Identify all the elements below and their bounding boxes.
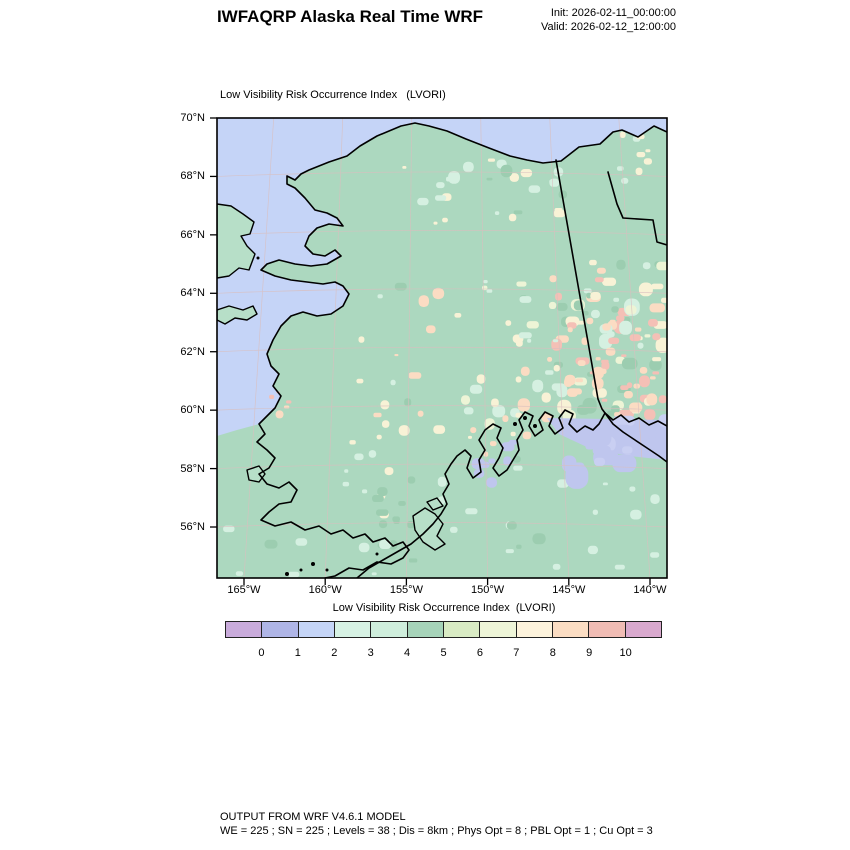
colorbar-cell [625, 622, 661, 637]
panhandle-coastline [604, 412, 667, 463]
colorbar-tick-label: 1 [294, 647, 301, 659]
yukon-nwt-border-line [607, 171, 667, 246]
st-lawrence-island [217, 305, 258, 325]
colorbar-title: Low Visibility Risk Occurrence Index (LV… [332, 602, 556, 614]
run-timestamps: Init: 2026-02-11_00:00:00 Valid: 2026-02-… [541, 7, 676, 34]
colorbar-cell [552, 622, 590, 637]
chukotka-coast [217, 203, 256, 279]
colorbar-cell [407, 622, 444, 637]
colorbar-tick-label: 7 [513, 647, 520, 659]
x-axis-tick-label: 165°W [227, 584, 261, 596]
small-islands [256, 256, 537, 576]
footer-line-1: OUTPUT FROM WRF V4.6.1 MODEL [220, 811, 406, 823]
colorbar-cell [262, 622, 299, 637]
colorbar-cell [334, 622, 372, 637]
footer-line-2: WE = 225 ; SN = 225 ; Levels = 38 ; Dis … [220, 824, 653, 837]
colorbar-cell [226, 622, 263, 637]
y-axis-tick-label: 68°N [180, 170, 205, 183]
y-axis-tick-label: 66°N [180, 228, 205, 241]
x-axis-tick-label: 145°W [552, 584, 586, 596]
canada-border-line [555, 159, 606, 414]
y-axis-tick-label: 62°N [180, 345, 205, 358]
coastline-south [356, 409, 667, 578]
map-container [210, 117, 668, 585]
coastline-west-north [256, 122, 667, 578]
valid-timestamp: Valid: 2026-02-12_12:00:00 [541, 20, 676, 33]
x-axis-tick-label: 160°W [308, 584, 342, 596]
map-frame [216, 117, 668, 579]
axis-ticks [210, 117, 651, 585]
colorbar-tick-label: 10 [619, 647, 632, 659]
colorbar-tick-label: 0 [258, 647, 265, 659]
colorbar-tick-label: 6 [476, 647, 483, 659]
header-title: IWFAQRP Alaska Real Time WRF [216, 7, 484, 26]
colorbar-cell [443, 622, 481, 637]
colorbar-tick-label: 2 [331, 647, 338, 659]
y-axis-tick-label: 58°N [180, 462, 205, 475]
colorbar [225, 621, 662, 638]
colorbar-tick-label: 8 [549, 647, 556, 659]
x-axis-tick-label: 155°W [389, 584, 423, 596]
x-axis-tick-label: 150°W [471, 584, 505, 596]
colorbar-cell [480, 622, 517, 637]
y-axis-tick-label: 70°N [180, 112, 205, 124]
colorbar-tick-label: 3 [367, 647, 374, 659]
coastlines [256, 122, 667, 578]
colorbar-cell [516, 622, 553, 637]
x-axis-tick-label: 140°W [633, 584, 667, 596]
plot-subtitle: Low Visibility Risk Occurrence Index (LV… [220, 89, 446, 101]
colorbar-tick-label: 4 [404, 647, 411, 659]
colorbar-tick-label: 9 [586, 647, 593, 659]
lvori-map [210, 117, 668, 585]
footer: OUTPUT FROM WRF V4.6.1 MODEL WE = 225 ; S… [220, 811, 653, 838]
colorbar-tick-label: 5 [440, 647, 447, 659]
colorbar-cell [589, 622, 626, 637]
map-mottle-land [223, 123, 667, 578]
colorbar-cell [298, 622, 335, 637]
y-axis-tick-label: 56°N [180, 521, 205, 533]
y-axis-tick-label: 64°N [180, 287, 205, 300]
afognak-island [426, 497, 444, 511]
ocean-region [217, 118, 667, 436]
colorbar-cell [371, 622, 408, 637]
y-axis-tick-label: 60°N [180, 404, 205, 417]
init-timestamp: Init: 2026-02-11_00:00:00 [550, 7, 676, 19]
